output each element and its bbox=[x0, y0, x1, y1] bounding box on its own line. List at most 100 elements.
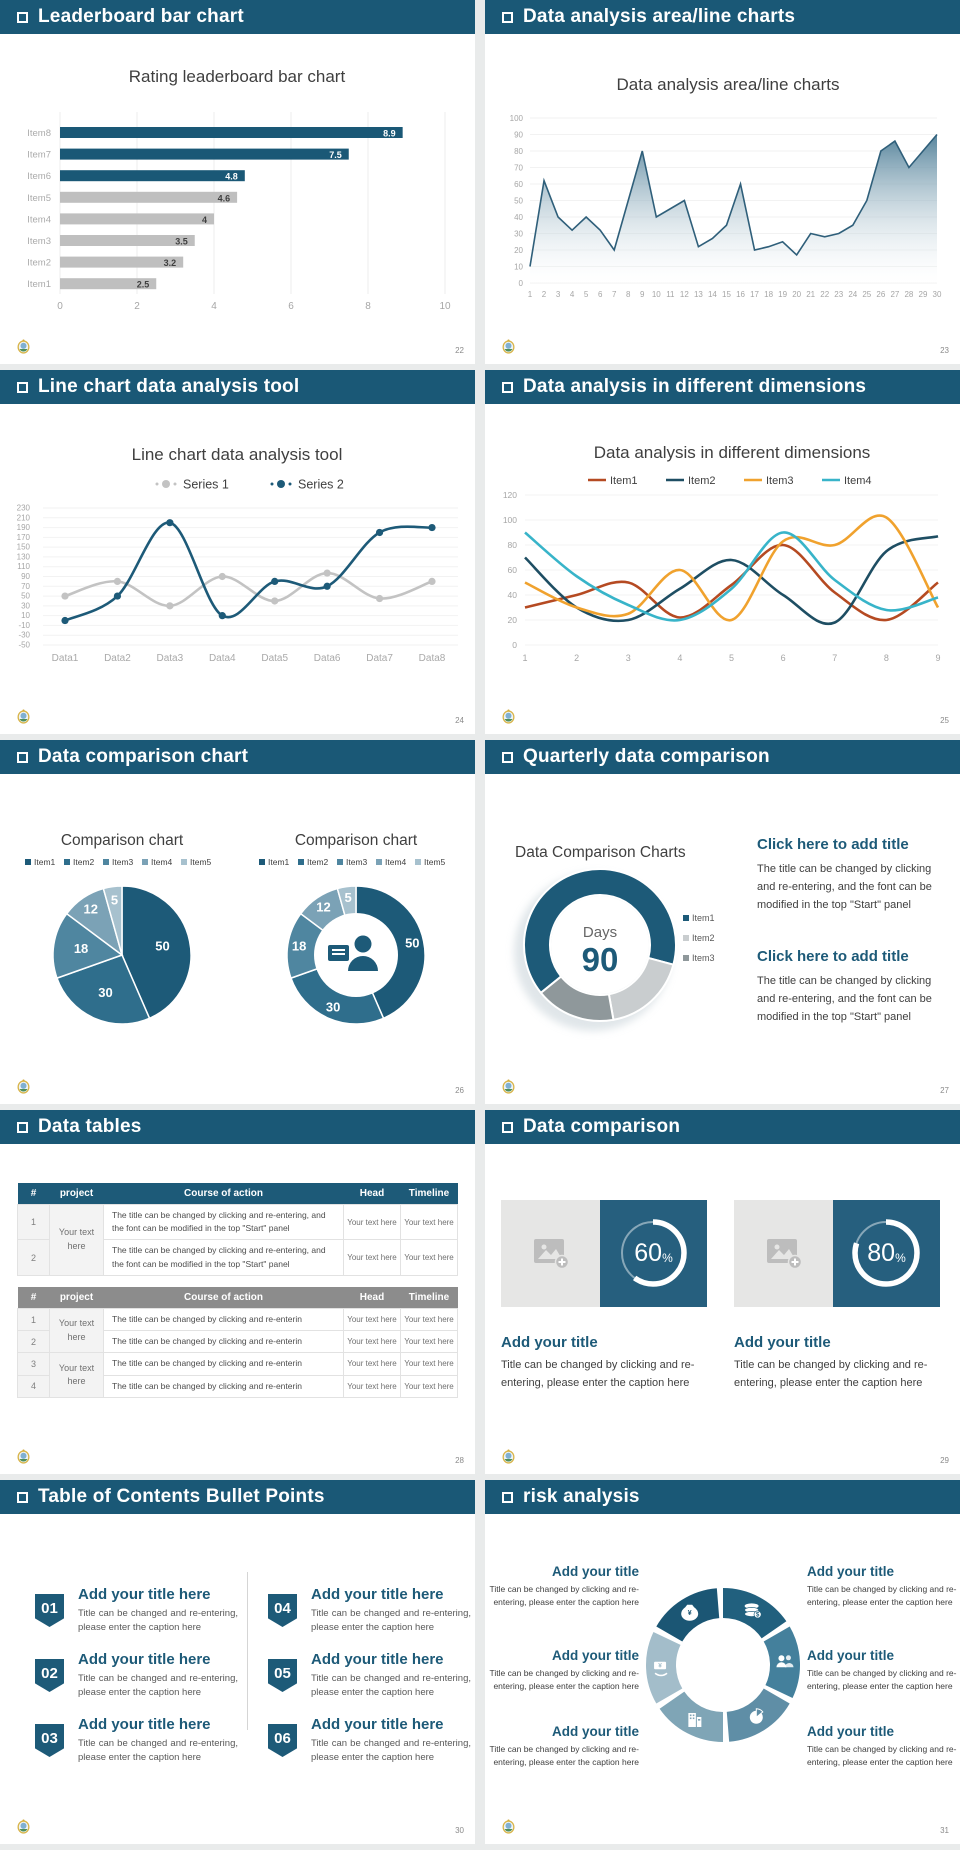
slide-data-comparison-chart[interactable]: Data comparison chart 26 Comparison char… bbox=[0, 740, 475, 1104]
toc-number-badge: 02 bbox=[35, 1659, 64, 1692]
square-bullet-icon bbox=[502, 381, 513, 393]
svg-text:Item1: Item1 bbox=[610, 475, 638, 487]
page-number: 26 bbox=[455, 1086, 464, 1095]
toc-number-badge: 01 bbox=[35, 1594, 64, 1627]
page-number: 23 bbox=[940, 346, 949, 355]
comparison-pie-charts: Comparison chart Item1 Item2 Item3 Item4 Item… bbox=[25, 832, 446, 1025]
block-body: The title can be changed by clicking and… bbox=[757, 975, 932, 1024]
slide-risk-analysis[interactable]: risk analysis 31 $ ¥ ¥ Add your title Title … bbox=[485, 1480, 960, 1844]
pie-chart-icon bbox=[749, 1708, 764, 1724]
svg-text:Item7: Item7 bbox=[27, 150, 51, 161]
image-placeholder bbox=[501, 1200, 600, 1307]
table-row: 2 The title can be changed by clicking an… bbox=[17, 1330, 458, 1354]
slide-area-line-charts[interactable]: Data analysis area/line charts 23 Data a… bbox=[485, 0, 960, 364]
svg-text:7: 7 bbox=[832, 653, 837, 663]
svg-text:Comparison chart: Comparison chart bbox=[295, 832, 418, 849]
square-bullet-icon bbox=[17, 1121, 28, 1133]
svg-text:5: 5 bbox=[345, 890, 352, 905]
moneybag-icon: ¥ bbox=[681, 1604, 699, 1621]
svg-text:1: 1 bbox=[522, 653, 527, 663]
risk-block-title: Add your title bbox=[552, 1648, 639, 1663]
risk-text-block: Add your title Title can be changed by cl… bbox=[807, 1724, 957, 1769]
svg-text:20: 20 bbox=[514, 246, 523, 255]
svg-text:10: 10 bbox=[652, 290, 661, 299]
svg-text:12: 12 bbox=[84, 901, 98, 916]
svg-text:Data6: Data6 bbox=[314, 653, 341, 664]
toc-item-title: Add your title here bbox=[311, 1586, 444, 1603]
slide-line-chart-tool[interactable]: Line chart data analysis tool 24 Line ch… bbox=[0, 370, 475, 734]
svg-text:Item8: Item8 bbox=[27, 128, 51, 139]
multi-line-chart: Data analysis in different dimensions 0 20… bbox=[503, 443, 941, 663]
svg-text:100: 100 bbox=[503, 515, 517, 525]
svg-text:27: 27 bbox=[890, 290, 899, 299]
table-header: Timeline bbox=[400, 1183, 458, 1205]
crest-icon bbox=[502, 339, 515, 354]
svg-text:3.2: 3.2 bbox=[164, 258, 177, 268]
svg-text:Item3: Item3 bbox=[27, 236, 51, 247]
slide-toc-bullet-points[interactable]: Table of Contents Bullet Points 30 01 Ad… bbox=[0, 1480, 475, 1844]
university-crest-logo bbox=[502, 1449, 515, 1464]
page-number: 27 bbox=[940, 1086, 949, 1095]
svg-text:Item3: Item3 bbox=[692, 953, 715, 963]
svg-text:Data1: Data1 bbox=[52, 653, 79, 664]
percent-value: 60% bbox=[634, 1239, 673, 1267]
university-crest-logo bbox=[502, 1079, 515, 1094]
square-bullet-icon bbox=[502, 1491, 513, 1503]
slide-data-comparison[interactable]: Data comparison 29 60% Add your title Ti… bbox=[485, 1110, 960, 1474]
progress-ring bbox=[619, 1219, 687, 1287]
svg-text:18: 18 bbox=[292, 938, 306, 953]
toc-number-badge: 05 bbox=[268, 1659, 297, 1692]
svg-text:Item5: Item5 bbox=[27, 193, 51, 204]
svg-text:$: $ bbox=[756, 1613, 760, 1619]
svg-text:3: 3 bbox=[626, 653, 631, 663]
slide-title: Data comparison chart bbox=[38, 746, 249, 767]
image-placeholder bbox=[734, 1200, 833, 1307]
svg-text:18: 18 bbox=[74, 941, 88, 956]
svg-text:7.5: 7.5 bbox=[329, 150, 342, 160]
block-title: Click here to add title bbox=[757, 836, 909, 853]
risk-block-caption: Title can be changed by clicking and re-… bbox=[807, 1668, 957, 1691]
table-header: Head bbox=[343, 1287, 401, 1309]
svg-text:90: 90 bbox=[21, 572, 30, 581]
risk-text-block: Add your title Title can be changed by cl… bbox=[489, 1564, 639, 1609]
svg-text:Item3: Item3 bbox=[346, 857, 368, 867]
crest-icon bbox=[502, 1819, 515, 1834]
svg-text:40: 40 bbox=[508, 590, 518, 600]
image-placeholder-icon bbox=[533, 1238, 569, 1269]
svg-text:0: 0 bbox=[519, 279, 524, 288]
square-bullet-icon bbox=[502, 751, 513, 763]
svg-text:24: 24 bbox=[848, 290, 857, 299]
block-title: Click here to add title bbox=[757, 948, 909, 965]
slide-quarterly-data-comparison[interactable]: Quarterly data comparison Data Compariso… bbox=[485, 740, 960, 1104]
card-caption: Title can be changed by clicking and re-… bbox=[734, 1359, 928, 1389]
university-crest-logo bbox=[17, 1079, 30, 1094]
people-icon bbox=[776, 1655, 794, 1668]
svg-text:30: 30 bbox=[21, 601, 30, 610]
svg-text:2.5: 2.5 bbox=[137, 280, 150, 290]
svg-text:10: 10 bbox=[514, 263, 523, 272]
svg-text:Data analysis in different dim: Data analysis in different dimensions bbox=[594, 443, 871, 462]
svg-text:5: 5 bbox=[729, 653, 734, 663]
risk-text-block: Add your title Title can be changed by cl… bbox=[489, 1648, 639, 1693]
svg-text:23: 23 bbox=[834, 290, 843, 299]
slide-leaderboard-bar-chart[interactable]: Leaderboard bar chart 22 Rating leaderbo… bbox=[0, 0, 475, 364]
slide-data-tables[interactable]: Data tables 28 # project Course of action H… bbox=[0, 1110, 475, 1474]
crest-icon bbox=[17, 1819, 30, 1834]
slide-dimensions-analysis[interactable]: Data analysis in different dimensions 25… bbox=[485, 370, 960, 734]
comparison-card: 60% bbox=[501, 1200, 707, 1307]
svg-text:4: 4 bbox=[677, 653, 682, 663]
university-crest-logo bbox=[17, 1819, 30, 1834]
table-row: 3 Your text here The title can be changed … bbox=[17, 1352, 458, 1398]
slide-header-bar: Data comparison chart bbox=[0, 740, 475, 774]
svg-text:70: 70 bbox=[514, 164, 523, 173]
toc-item-caption: Title can be changed and re-entering, pl… bbox=[78, 1608, 238, 1633]
page-number: 22 bbox=[455, 346, 464, 355]
svg-text:10: 10 bbox=[21, 611, 30, 620]
slide-title: Line chart data analysis tool bbox=[38, 376, 300, 397]
slide-header-bar: Quarterly data comparison bbox=[485, 740, 960, 774]
svg-text:Item4: Item4 bbox=[844, 475, 872, 487]
svg-text:11: 11 bbox=[666, 290, 675, 299]
toc-item: Add your title here Title can be changed … bbox=[311, 1651, 471, 1700]
slide-header-bar: risk analysis bbox=[485, 1480, 960, 1514]
table-header: Head bbox=[343, 1183, 401, 1205]
